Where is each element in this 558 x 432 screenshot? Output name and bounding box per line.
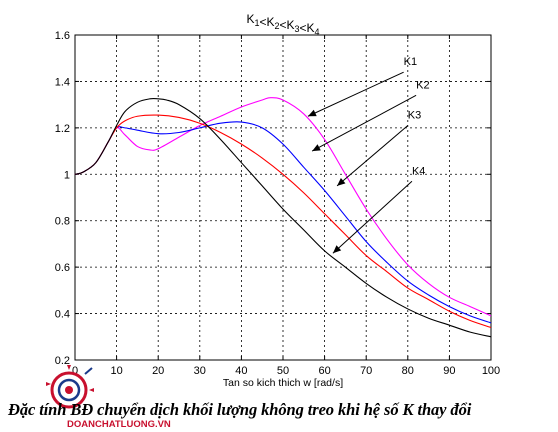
chart-title: K1<K2<K3<K4 <box>246 12 319 37</box>
annotation-arrow-line <box>307 71 404 117</box>
grid <box>75 35 491 360</box>
annotation-arrow-line <box>311 94 417 152</box>
x-tick-label: 40 <box>235 365 247 377</box>
x-tick-label: 100 <box>482 365 500 377</box>
series-line-k4 <box>74 97 492 338</box>
x-tick-label: 70 <box>360 365 372 377</box>
annotation-arrowhead <box>312 144 321 152</box>
x-tick-label: 30 <box>194 365 206 377</box>
y-tick-label: 0.4 <box>55 309 70 321</box>
annotation-label: K4 <box>412 165 425 177</box>
x-axis-title: Tan so kich thich w [rad/s] <box>223 377 343 389</box>
annotation-k4: K4 <box>332 165 425 254</box>
annotation-k3: K3 <box>336 110 421 187</box>
x-tick-label: 90 <box>443 365 455 377</box>
annotation-label: K2 <box>416 79 429 91</box>
annotation-k2: K2 <box>311 79 430 152</box>
axis-ticks: 0 10 20 30 40 50 60 70 80 90 100 0.2 0.4 0.6 0.8 1 1.2 1.… <box>55 30 500 377</box>
y-tick-label: 0.6 <box>55 262 70 274</box>
series-line-k3 <box>74 114 492 329</box>
y-tick-label: 1.4 <box>55 76 70 88</box>
x-tick-label: 80 <box>402 365 414 377</box>
y-tick-label: 0.8 <box>55 216 70 228</box>
figure-caption: Đặc tính BĐ chuyển dịch khối lượng không… <box>8 400 472 419</box>
annotation-arrowhead <box>337 178 346 186</box>
x-tick-label: 20 <box>152 365 164 377</box>
x-tick-label: 60 <box>318 365 330 377</box>
annotation-arrow-line <box>336 125 409 187</box>
y-tick-label: 0.2 <box>55 355 70 367</box>
logo-text: DOANCHATLUONG.VN <box>67 419 171 430</box>
annotations: K1 K2 K3 K4 <box>307 56 430 254</box>
annotation-k1: K1 <box>307 56 417 117</box>
y-tick-label: 1 <box>64 169 70 181</box>
series-lines <box>74 97 492 338</box>
annotation-arrowhead <box>307 109 317 117</box>
annotation-label: K1 <box>404 56 417 68</box>
y-tick-label: 1.2 <box>55 123 70 135</box>
annotation-arrowhead <box>332 245 342 254</box>
y-tick-label: 1.6 <box>55 30 70 42</box>
x-tick-label: 50 <box>277 365 289 377</box>
x-tick-label: 0 <box>72 365 78 377</box>
logo-icon <box>46 365 94 409</box>
annotation-arrow-line <box>332 180 413 254</box>
x-tick-label: 10 <box>110 365 122 377</box>
annotation-label: K3 <box>408 110 421 122</box>
